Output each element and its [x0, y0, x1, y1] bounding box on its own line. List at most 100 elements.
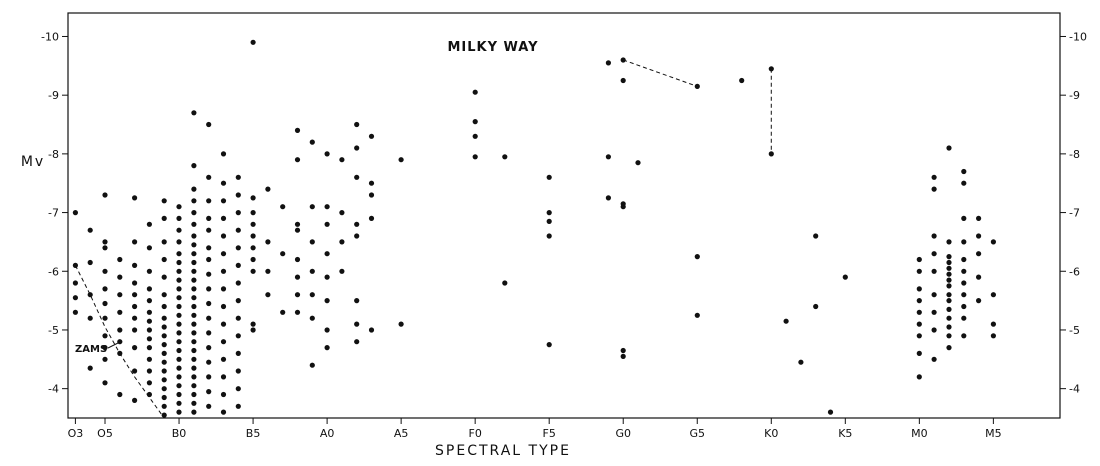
- data-point: [176, 330, 182, 336]
- data-point: [309, 239, 315, 245]
- data-point: [132, 397, 138, 403]
- data-point: [605, 154, 612, 160]
- data-point: [146, 356, 152, 362]
- data-point: [265, 186, 271, 192]
- data-point: [250, 256, 256, 263]
- data-point: [946, 324, 952, 330]
- y-tick-label-right: -8: [1069, 148, 1080, 161]
- data-point: [398, 157, 404, 163]
- zams-label: ZAMS: [75, 344, 107, 355]
- data-point: [191, 186, 197, 192]
- data-point: [324, 251, 330, 257]
- data-point: [324, 204, 330, 210]
- data-point: [220, 268, 227, 274]
- data-point: [324, 151, 330, 157]
- y-tick-label-right: -10: [1069, 30, 1087, 43]
- data-point: [546, 210, 552, 216]
- data-point: [191, 400, 197, 406]
- data-point: [309, 204, 315, 210]
- data-point: [294, 157, 301, 163]
- data-point: [368, 215, 375, 221]
- data-point: [739, 77, 745, 84]
- x-tick-label: M5: [985, 427, 1002, 440]
- data-point: [783, 318, 789, 324]
- data-point: [250, 321, 256, 327]
- data-point: [472, 119, 478, 125]
- data-point: [206, 227, 212, 233]
- data-point: [235, 210, 241, 216]
- data-point: [176, 400, 182, 406]
- data-point: [87, 227, 93, 233]
- data-point: [132, 280, 138, 286]
- data-point: [961, 333, 967, 339]
- data-point: [280, 251, 286, 257]
- data-point: [324, 327, 330, 333]
- data-point: [132, 345, 138, 351]
- data-point: [220, 251, 227, 257]
- data-point: [265, 239, 271, 245]
- data-point: [961, 292, 967, 298]
- x-tick-label: A5: [394, 427, 409, 440]
- x-tick-label: F0: [469, 427, 482, 440]
- data-point: [102, 345, 108, 351]
- data-point: [931, 174, 937, 180]
- data-point: [220, 198, 227, 204]
- data-point: [191, 198, 197, 204]
- data-point: [161, 256, 167, 263]
- data-point: [250, 221, 256, 227]
- data-point: [146, 327, 152, 333]
- data-point: [990, 292, 997, 298]
- y-tick-label-right: -9: [1069, 89, 1080, 102]
- data-point: [324, 274, 330, 280]
- data-point: [990, 321, 997, 327]
- data-point: [235, 333, 241, 339]
- data-point: [250, 39, 256, 45]
- data-point: [161, 292, 167, 298]
- data-point: [206, 389, 212, 395]
- data-point: [235, 227, 241, 233]
- data-point: [931, 268, 937, 274]
- data-point: [265, 292, 271, 298]
- data-point: [117, 327, 123, 333]
- data-point: [946, 345, 952, 351]
- data-point: [102, 245, 108, 251]
- data-point: [916, 256, 922, 263]
- data-point: [946, 283, 952, 289]
- plot-frame: [67, 12, 1061, 419]
- data-point: [146, 336, 152, 342]
- data-point: [191, 409, 197, 415]
- data-point: [946, 145, 952, 151]
- data-point: [235, 350, 241, 356]
- data-point: [102, 268, 108, 274]
- data-point: [620, 347, 626, 354]
- data-point: [146, 286, 152, 292]
- data-point: [220, 180, 227, 186]
- data-point: [72, 262, 78, 268]
- data-point: [916, 333, 922, 339]
- data-point: [161, 359, 167, 365]
- data-point: [339, 157, 345, 163]
- data-point: [117, 350, 123, 356]
- data-point: [206, 286, 212, 292]
- data-point: [206, 198, 212, 204]
- data-point: [132, 303, 138, 310]
- y-tick-label-left: -4: [48, 383, 59, 396]
- data-point: [191, 391, 197, 398]
- data-point: [132, 195, 138, 201]
- data-point: [946, 254, 952, 260]
- data-point: [206, 330, 212, 336]
- data-point: [132, 315, 138, 321]
- data-point: [176, 204, 182, 210]
- data-point: [354, 221, 360, 227]
- data-point: [294, 309, 301, 315]
- data-point: [324, 345, 330, 351]
- data-point: [354, 174, 360, 180]
- data-point: [161, 274, 167, 280]
- data-point: [620, 77, 626, 84]
- data-point: [946, 271, 952, 277]
- x-tick-label: M0: [911, 427, 928, 440]
- data-point: [916, 321, 922, 327]
- y-tick-label-left: -8: [48, 148, 59, 161]
- data-point: [946, 265, 952, 271]
- data-point: [176, 227, 182, 233]
